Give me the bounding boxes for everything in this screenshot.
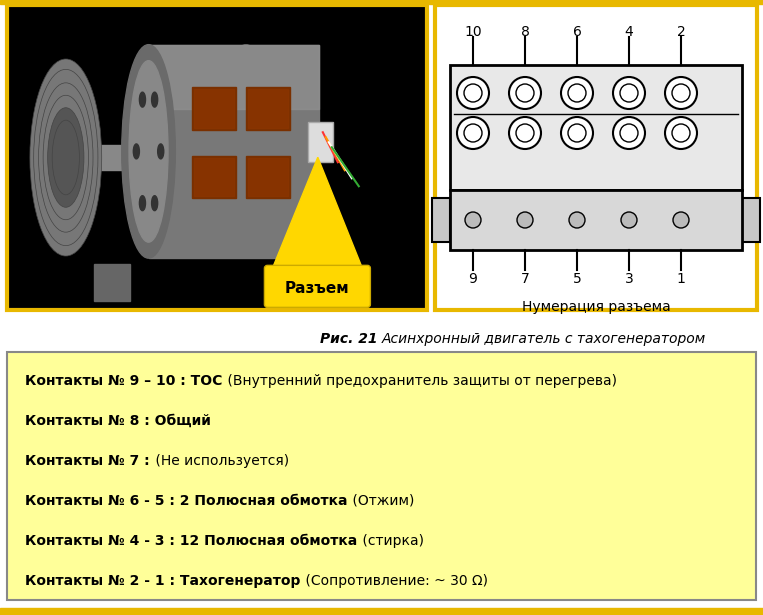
Bar bbox=[195, 157, 234, 196]
Bar bbox=[94, 264, 130, 301]
Text: 4: 4 bbox=[625, 25, 633, 39]
Circle shape bbox=[509, 117, 541, 149]
Bar bbox=[450, 65, 742, 190]
Ellipse shape bbox=[34, 69, 98, 245]
Ellipse shape bbox=[122, 45, 175, 258]
Circle shape bbox=[516, 124, 534, 142]
Text: 6: 6 bbox=[572, 25, 581, 39]
Bar bbox=[0, 608, 763, 615]
Bar bbox=[149, 45, 319, 258]
Text: Контакты № 9 – 10 : ТОС: Контакты № 9 – 10 : ТОС bbox=[25, 374, 222, 388]
Ellipse shape bbox=[134, 144, 140, 159]
Circle shape bbox=[620, 84, 638, 102]
Circle shape bbox=[569, 212, 585, 228]
Polygon shape bbox=[272, 157, 362, 268]
Text: (Сопротивление: ~ 30 Ω): (Сопротивление: ~ 30 Ω) bbox=[301, 574, 488, 588]
Ellipse shape bbox=[152, 196, 158, 211]
Ellipse shape bbox=[39, 83, 93, 232]
Text: (Отжим): (Отжим) bbox=[349, 494, 415, 508]
Text: 8: 8 bbox=[520, 25, 530, 39]
Bar bbox=[307, 122, 333, 162]
Circle shape bbox=[509, 77, 541, 109]
Circle shape bbox=[561, 77, 593, 109]
Bar bbox=[192, 156, 237, 199]
Bar bbox=[275, 264, 311, 301]
Circle shape bbox=[568, 84, 586, 102]
Text: Рис. 21: Рис. 21 bbox=[320, 332, 382, 346]
Circle shape bbox=[672, 84, 690, 102]
Circle shape bbox=[665, 117, 697, 149]
Circle shape bbox=[457, 77, 489, 109]
Circle shape bbox=[457, 117, 489, 149]
Ellipse shape bbox=[43, 95, 89, 220]
Bar bbox=[66, 145, 149, 170]
Text: Асинхронный двигатель с тахогенератором: Асинхронный двигатель с тахогенератором bbox=[382, 332, 707, 346]
Text: 1: 1 bbox=[677, 272, 685, 286]
FancyBboxPatch shape bbox=[7, 352, 756, 600]
Bar bbox=[149, 45, 319, 109]
Circle shape bbox=[613, 77, 645, 109]
Text: 5: 5 bbox=[572, 272, 581, 286]
Text: (стирка): (стирка) bbox=[359, 534, 424, 548]
Text: Контакты № 8 : Общий: Контакты № 8 : Общий bbox=[25, 414, 211, 428]
Ellipse shape bbox=[30, 59, 101, 256]
FancyBboxPatch shape bbox=[265, 265, 370, 308]
Ellipse shape bbox=[129, 61, 168, 242]
Circle shape bbox=[620, 124, 638, 142]
Ellipse shape bbox=[219, 45, 273, 258]
Text: Контакты № 2 - 1 : Тахогенератор: Контакты № 2 - 1 : Тахогенератор bbox=[25, 574, 301, 588]
Ellipse shape bbox=[152, 92, 158, 107]
Bar bbox=[0, 0, 763, 4]
Circle shape bbox=[464, 124, 482, 142]
Text: Разъем: Разъем bbox=[285, 281, 349, 296]
Circle shape bbox=[665, 77, 697, 109]
Circle shape bbox=[673, 212, 689, 228]
Text: Контакты № 4 - 3 : 12 Полюсная обмотка: Контакты № 4 - 3 : 12 Полюсная обмотка bbox=[25, 534, 357, 548]
Bar bbox=[246, 156, 290, 199]
Text: 10: 10 bbox=[464, 25, 481, 39]
Bar bbox=[248, 157, 288, 196]
Text: Контакты № 6 - 5 : 2 Полюсная обмотка: Контакты № 6 - 5 : 2 Полюсная обмотка bbox=[25, 494, 347, 508]
Bar bbox=[435, 5, 757, 310]
Circle shape bbox=[465, 212, 481, 228]
Text: 9: 9 bbox=[468, 272, 478, 286]
Text: (Внутренний предохранитель защиты от перегрева): (Внутренний предохранитель защиты от пер… bbox=[224, 374, 617, 388]
Bar bbox=[246, 87, 290, 130]
Ellipse shape bbox=[158, 144, 164, 159]
Text: (Не используется): (Не используется) bbox=[150, 454, 288, 468]
Circle shape bbox=[672, 124, 690, 142]
Bar bbox=[450, 190, 742, 250]
Text: Контакты № 7 :: Контакты № 7 : bbox=[25, 454, 150, 468]
Bar bbox=[195, 89, 234, 128]
Text: 7: 7 bbox=[520, 272, 530, 286]
Text: Нумерация разъема: Нумерация разъема bbox=[522, 300, 671, 314]
Ellipse shape bbox=[52, 120, 79, 195]
Text: 2: 2 bbox=[677, 25, 685, 39]
Ellipse shape bbox=[47, 108, 84, 207]
Circle shape bbox=[464, 84, 482, 102]
Circle shape bbox=[561, 117, 593, 149]
Circle shape bbox=[568, 124, 586, 142]
Circle shape bbox=[517, 212, 533, 228]
Bar bbox=[192, 87, 237, 130]
Circle shape bbox=[621, 212, 637, 228]
Bar bbox=[7, 5, 427, 310]
Bar bbox=[742, 198, 760, 242]
Bar bbox=[248, 89, 288, 128]
Circle shape bbox=[613, 117, 645, 149]
Ellipse shape bbox=[140, 196, 146, 211]
Circle shape bbox=[516, 84, 534, 102]
Bar bbox=[432, 198, 450, 242]
Ellipse shape bbox=[140, 92, 146, 107]
Text: 3: 3 bbox=[625, 272, 633, 286]
